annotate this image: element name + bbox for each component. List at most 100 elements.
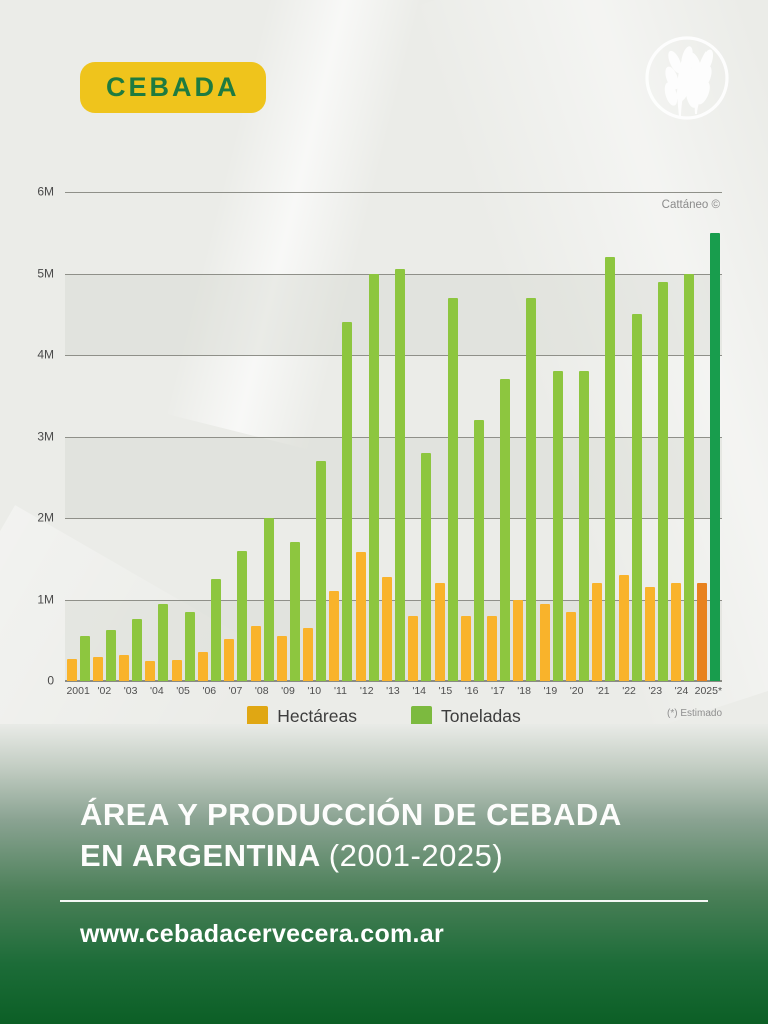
x-axis-labels: 2001 '02 '03 '04 '05 '06 '07 '08 '09 '10 '11 '12 '13… xyxy=(65,685,722,697)
bar-group-20 xyxy=(564,192,590,681)
bar-toneladas-19 xyxy=(552,371,563,681)
bar-hectáreas-10 xyxy=(303,628,314,681)
bar-group-11 xyxy=(328,192,354,681)
x-tick-label: '17 xyxy=(491,685,505,697)
y-tick-label: 6M xyxy=(37,184,54,199)
gridline-band xyxy=(65,518,722,601)
x-tick-label: '24 xyxy=(674,685,689,697)
bar-toneladas-06 xyxy=(211,579,222,681)
bar-chart: 6M 5M 4M 3M 2M 1M 0 Cattáneo © 2001 '02 '03 '04 '0… xyxy=(37,185,722,719)
bar-toneladas-13 xyxy=(395,269,406,681)
bar-hectáreas-07 xyxy=(224,638,235,681)
x-tick-label: '12 xyxy=(359,685,374,697)
bar-hectáreas-13 xyxy=(382,576,393,681)
author-watermark: Cattáneo © xyxy=(661,199,720,211)
x-tick-label: '21 xyxy=(595,685,610,697)
bar-hectáreas-15 xyxy=(434,583,445,681)
page-title: ÁREA Y PRODUCCIÓN DE CEBADA EN ARGENTINA… xyxy=(80,794,622,876)
bar-group-17 xyxy=(486,192,512,681)
bar-hectáreas-2001 xyxy=(66,659,77,681)
bar-toneladas-03 xyxy=(132,619,143,681)
x-tick-label: '11 xyxy=(334,685,347,697)
barley-logo-icon xyxy=(645,36,729,120)
bar-hectáreas-21 xyxy=(592,583,603,681)
bar-toneladas-16 xyxy=(473,420,484,681)
cebada-badge: CEBADA xyxy=(80,62,266,113)
y-tick-label: 3M xyxy=(37,429,54,444)
bar-hectáreas-2025 xyxy=(697,583,708,681)
x-tick-label: '20 xyxy=(569,685,584,697)
bar-series-container xyxy=(65,192,722,681)
bar-hectáreas-16 xyxy=(460,615,471,681)
bar-group-06 xyxy=(196,192,222,681)
bar-toneladas-07 xyxy=(237,550,248,681)
y-tick-label: 4M xyxy=(37,347,54,362)
bar-group-12 xyxy=(354,192,380,681)
bar-hectáreas-19 xyxy=(539,603,550,681)
chart-legend: Hectáreas Toneladas xyxy=(0,706,768,727)
bar-toneladas-14 xyxy=(421,452,432,681)
x-tick-label: '07 xyxy=(228,685,243,697)
bar-group-15 xyxy=(433,192,459,681)
x-tick-label: '09 xyxy=(281,685,295,697)
bar-hectáreas-20 xyxy=(565,611,576,681)
x-tick-label: '03 xyxy=(123,685,138,697)
title-line-2: EN ARGENTINA (2001-2025) xyxy=(80,838,504,873)
bar-hectáreas-24 xyxy=(671,583,682,681)
bar-hectáreas-23 xyxy=(644,587,655,681)
estimate-footnote: (*) Estimado xyxy=(666,708,722,719)
x-axis-line xyxy=(65,680,722,682)
bar-group-13 xyxy=(380,192,406,681)
bar-hectáreas-09 xyxy=(276,636,287,681)
bar-toneladas-2001 xyxy=(79,636,90,681)
bar-toneladas-21 xyxy=(605,257,616,681)
footer-panel: ÁREA Y PRODUCCIÓN DE CEBADA EN ARGENTINA… xyxy=(0,724,768,1024)
gridline-band xyxy=(65,192,722,275)
bar-group-16 xyxy=(459,192,485,681)
x-tick-label: '13 xyxy=(386,685,400,697)
x-tick-label: '14 xyxy=(412,685,426,697)
legend-item-hectareas: Hectáreas xyxy=(247,706,357,727)
x-tick-label: '05 xyxy=(176,685,190,697)
bar-hectáreas-11 xyxy=(329,591,340,681)
bar-toneladas-20 xyxy=(578,371,589,681)
bar-hectáreas-18 xyxy=(513,599,524,681)
y-tick-label: 0 xyxy=(47,673,54,688)
footer-divider xyxy=(60,900,708,902)
bar-group-24 xyxy=(669,192,695,681)
bar-hectáreas-12 xyxy=(355,552,366,681)
bar-group-04 xyxy=(144,192,170,681)
hectareas-swatch-icon xyxy=(247,706,269,727)
bar-toneladas-04 xyxy=(158,603,169,681)
bar-group-09 xyxy=(275,192,301,681)
bar-group-21 xyxy=(591,192,617,681)
bar-group-07 xyxy=(223,192,249,681)
bar-toneladas-02 xyxy=(105,630,116,681)
bar-group-05 xyxy=(170,192,196,681)
y-axis-ticks: 6M 5M 4M 3M 2M 1M 0 xyxy=(20,185,58,688)
x-tick-label: 2025* xyxy=(694,685,723,697)
bar-toneladas-18 xyxy=(526,297,537,681)
toneladas-swatch-icon xyxy=(410,706,432,727)
bar-hectáreas-02 xyxy=(92,656,103,681)
bar-toneladas-05 xyxy=(184,611,195,681)
gridline-band xyxy=(65,355,722,438)
bar-toneladas-17 xyxy=(500,379,511,681)
bar-toneladas-2025 xyxy=(710,232,721,681)
x-tick-label: '16 xyxy=(464,685,479,697)
bar-group-2025 xyxy=(696,192,722,681)
title-line-1: ÁREA Y PRODUCCIÓN DE CEBADA xyxy=(80,797,622,832)
bar-toneladas-12 xyxy=(368,273,379,681)
bar-hectáreas-06 xyxy=(198,652,209,681)
title-year-range: (2001-2025) xyxy=(328,838,504,873)
bar-toneladas-10 xyxy=(316,460,327,681)
bar-group-10 xyxy=(302,192,328,681)
bar-group-02 xyxy=(91,192,117,681)
x-tick-label: '06 xyxy=(202,685,217,697)
x-tick-label: '15 xyxy=(438,685,453,697)
bar-hectáreas-08 xyxy=(250,625,261,681)
y-tick-label: 2M xyxy=(37,510,54,525)
legend-label: Toneladas xyxy=(440,706,521,726)
bar-toneladas-24 xyxy=(684,273,695,681)
